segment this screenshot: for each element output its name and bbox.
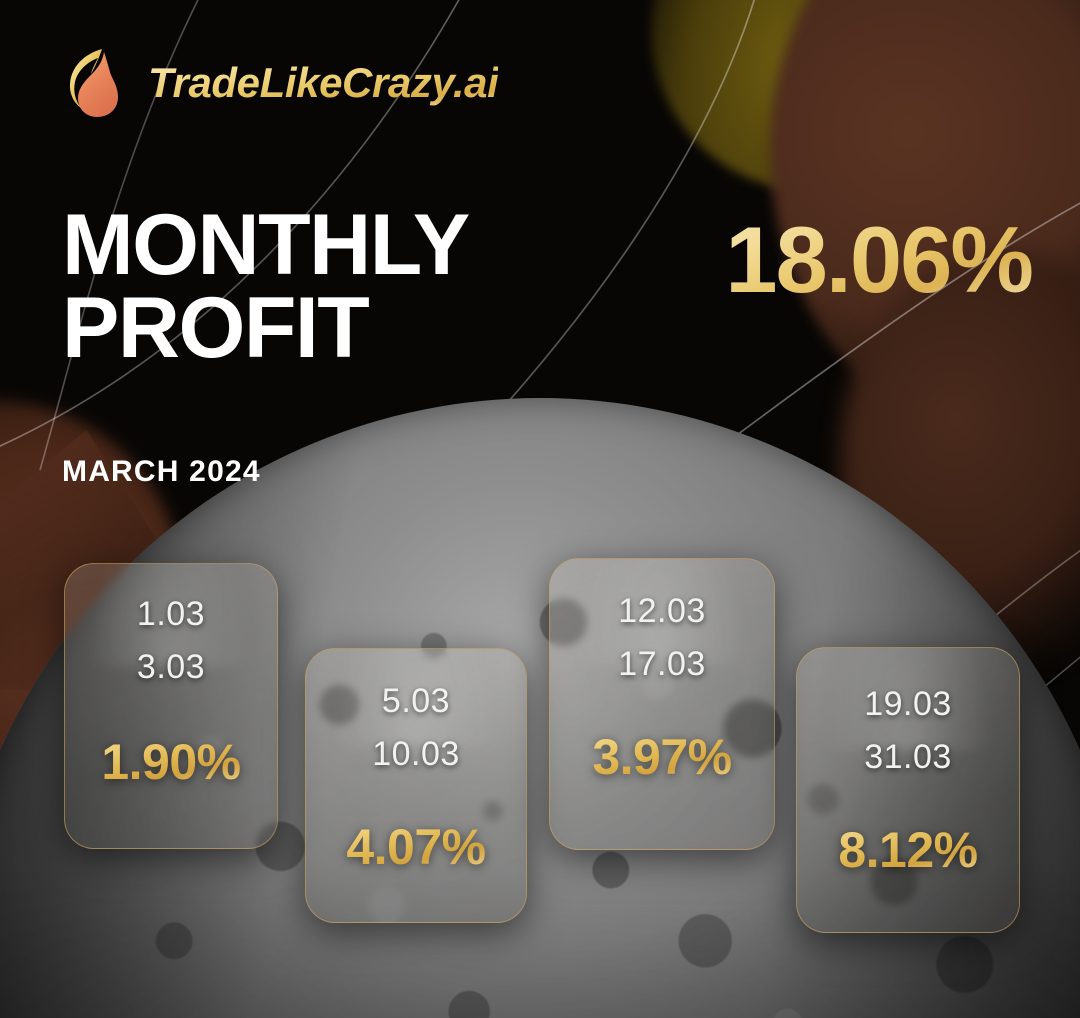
brand-logo[interactable]: TradeLikeCrazy.ai [62,46,499,120]
card-percent: 4.07% [346,819,486,876]
profit-card[interactable]: 5.03 10.03 4.07% [305,648,527,923]
page-title: MONTHLY PROFIT [62,202,470,376]
profit-card[interactable]: 1.03 3.03 1.90% [64,563,278,849]
total-profit-percent: 18.06% [725,207,1034,312]
card-date-range: 19.03 31.03 [864,678,952,783]
olive-glow-shape [625,0,995,213]
title-line-1: MONTHLY [62,197,470,293]
title-line-2: PROFIT [62,279,370,376]
profit-card[interactable]: 19.03 31.03 8.12% [796,647,1020,933]
card-date-start: 5.03 [381,682,451,720]
card-date-start: 19.03 [864,685,952,723]
card-percent: 8.12% [838,822,978,879]
brand-name: TradeLikeCrazy.ai [148,59,499,106]
card-date-end: 31.03 [864,737,952,776]
card-date-start: 1.03 [136,595,206,633]
card-date-end: 10.03 [372,734,460,773]
card-date-range: 5.03 10.03 [372,675,460,780]
card-percent: 3.97% [592,729,732,786]
flame-icon [62,46,130,120]
card-date-end: 17.03 [618,644,706,683]
report-period: MARCH 2024 [62,455,261,488]
profit-card[interactable]: 12.03 17.03 3.97% [549,558,775,850]
card-date-range: 1.03 3.03 [137,588,205,693]
card-date-end: 3.03 [136,647,206,686]
card-percent: 1.90% [101,734,241,791]
card-date-start: 12.03 [618,592,706,630]
card-date-range: 12.03 17.03 [618,585,706,690]
